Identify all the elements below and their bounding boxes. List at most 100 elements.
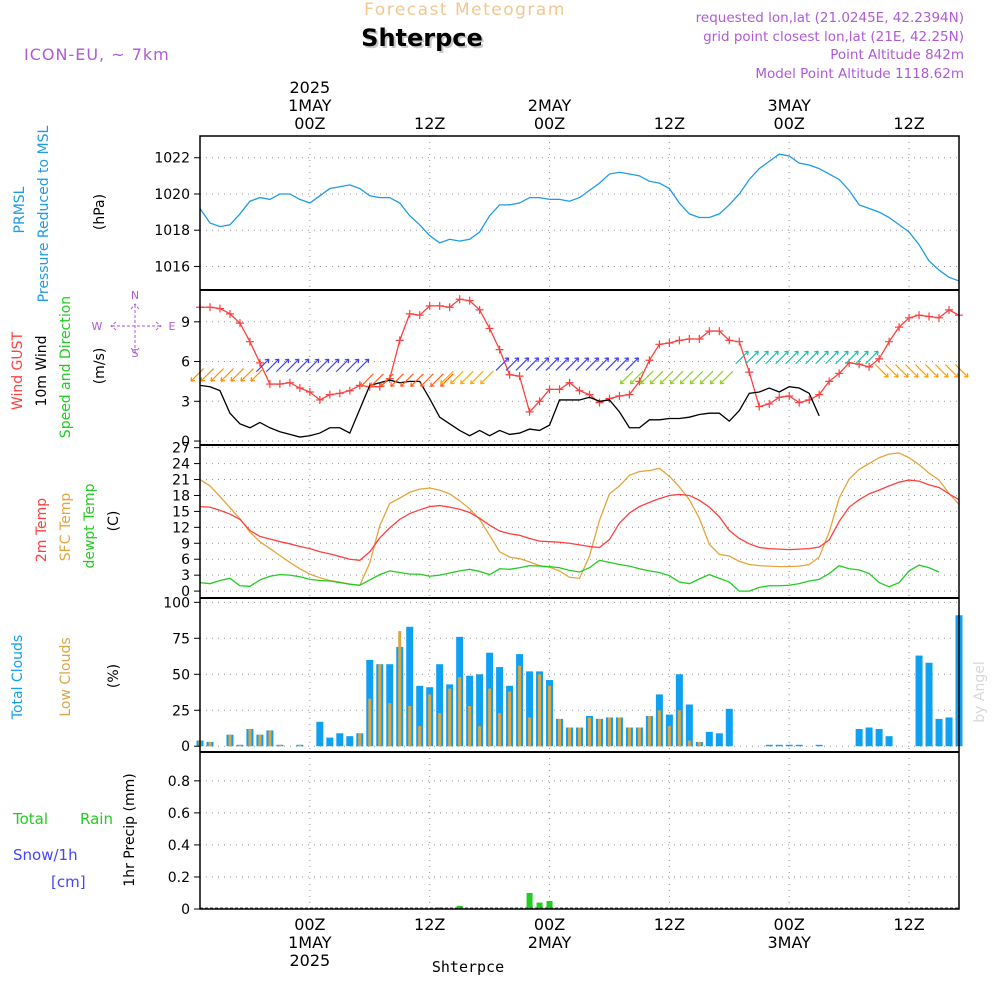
wind-direction-arrow [545, 357, 560, 371]
model-altitude: Model Point Altitude 1118.62m [755, 66, 964, 82]
wind-direction-arrow [355, 358, 370, 373]
temp-labels: 2m Temp SFC Temp dewpt Temp (C) [34, 483, 122, 568]
wind-direction-arrow [885, 364, 899, 378]
wind-direction-arrow [954, 364, 969, 378]
total-cloud-bar [685, 704, 693, 747]
wind-gust-line-marker [455, 295, 464, 304]
low-cloud-bar [458, 677, 462, 747]
wind-direction-arrow [555, 357, 570, 371]
low-cloud-bar [617, 717, 621, 747]
wind-direction-arrow [745, 350, 759, 365]
low-cloud-bar [548, 685, 552, 747]
y-tick-label: 100 [163, 595, 190, 611]
wind-gust-line-marker [285, 378, 294, 387]
low-cloud-bar [478, 726, 482, 747]
wind-gust-line-marker [905, 313, 914, 322]
wind-gust-line-marker [765, 399, 774, 408]
compass-arrows [110, 303, 162, 354]
wind-direction-arrow [689, 370, 704, 385]
wind-direction-arrow [735, 350, 749, 365]
rain-bar [456, 905, 463, 909]
low-cloud-bar [697, 741, 701, 747]
y-tick-label: 25 [172, 703, 190, 719]
wind-gust-line-marker [475, 305, 484, 314]
wind-gust-line-marker [505, 370, 514, 379]
wind-direction-arrow [709, 370, 724, 385]
wind-direction-arrow [825, 350, 839, 365]
wind-direction-arrow [210, 368, 224, 382]
wind-direction-arrow [925, 364, 939, 378]
temp-sfc-label: SFC Temp [58, 493, 74, 562]
wind-gust-line-marker [255, 358, 264, 367]
wind-direction-arrow [855, 350, 869, 365]
prmsl-label: PRMSL [12, 186, 28, 233]
snow-label: Snow/1h [13, 846, 78, 864]
low-cloud-bar [687, 740, 691, 747]
low-cloud-bar [258, 734, 262, 747]
y-tick-label: 27 [172, 441, 190, 457]
wind-gust-line-marker [715, 327, 724, 336]
low-cloud-bar [388, 703, 392, 747]
low-cloud-bar [358, 733, 362, 747]
wind-gust-line-marker [695, 335, 704, 344]
time-label-top: 12Z [893, 114, 924, 133]
wind-direction-arrow [905, 364, 919, 378]
y-tick-label: 0.6 [168, 806, 190, 822]
total-cloud-bar [785, 744, 793, 747]
wind-direction-arrow [615, 357, 630, 371]
wind-direction-arrow [220, 368, 234, 382]
y-tick-label: 1020 [154, 187, 190, 203]
low-cloud-bar [597, 718, 601, 747]
total-cloud-bar [346, 736, 354, 747]
y-tick-label: 0.8 [168, 774, 190, 790]
wind-direction-arrow [460, 370, 474, 385]
wind-direction-arrow [795, 350, 809, 365]
wind-direction-arrow [755, 350, 769, 365]
wind-gust-line-marker [305, 388, 314, 397]
pressure-msl-label: Pressure Reduced to MSL [36, 125, 52, 302]
time-label-bottom: 2MAY [528, 933, 572, 952]
wind-direction-arrow [390, 373, 404, 388]
wind-direction-arrow [915, 364, 929, 378]
low-cloud-bar [378, 664, 382, 747]
wind-direction-arrow [380, 373, 394, 388]
wind-direction-arrow [629, 370, 644, 385]
low-cloud-bar [587, 717, 591, 747]
total-cloud-bar [326, 737, 334, 747]
wind-direction-arrow [315, 358, 330, 373]
low-cloud-bar [438, 713, 442, 747]
low-cloud-bar [228, 734, 232, 747]
wind-gust-line-marker [665, 338, 674, 347]
temp-2m-line [199, 479, 960, 561]
wind-direction-arrow [699, 370, 714, 385]
precip-labels: Total Rain Snow/1h [cm] 1hr Precip (mm) [12, 773, 138, 891]
wind-direction-arrow [335, 358, 350, 373]
time-label-bottom: 12Z [414, 915, 445, 934]
wind-direction-arrow [935, 364, 949, 378]
low-cloud-bar [518, 665, 522, 747]
wind-direction-arrow [944, 364, 959, 378]
wind-direction-arrow [450, 370, 464, 385]
wind-direction-arrow [865, 350, 879, 365]
total-cloud-bar [496, 667, 504, 747]
y-tick-label: 0 [181, 434, 190, 450]
total-cloud-bar [416, 685, 424, 747]
wind-gust-line-marker [275, 380, 284, 389]
cloud-unit: (%) [106, 664, 122, 688]
low-cloud-bar [558, 718, 562, 747]
sfc-temp-line [199, 452, 960, 586]
wind-direction-arrow [470, 370, 484, 385]
total-cloud-bar [765, 744, 773, 747]
footer-location: Shterpce [432, 958, 504, 976]
y-tick-label: 50 [172, 667, 190, 683]
dewpt-temp-line [199, 559, 940, 592]
time-label-bottom: 2025 [289, 951, 330, 970]
total-cloud-bar [865, 727, 873, 747]
low-cloud-bar [418, 726, 422, 747]
low-cloud-bar [428, 694, 432, 747]
y-tick-label: 24 [172, 457, 190, 473]
wind-direction-arrow [200, 368, 215, 382]
wind-gust-line-marker [745, 368, 754, 377]
wind-gust-line-marker [545, 385, 554, 394]
